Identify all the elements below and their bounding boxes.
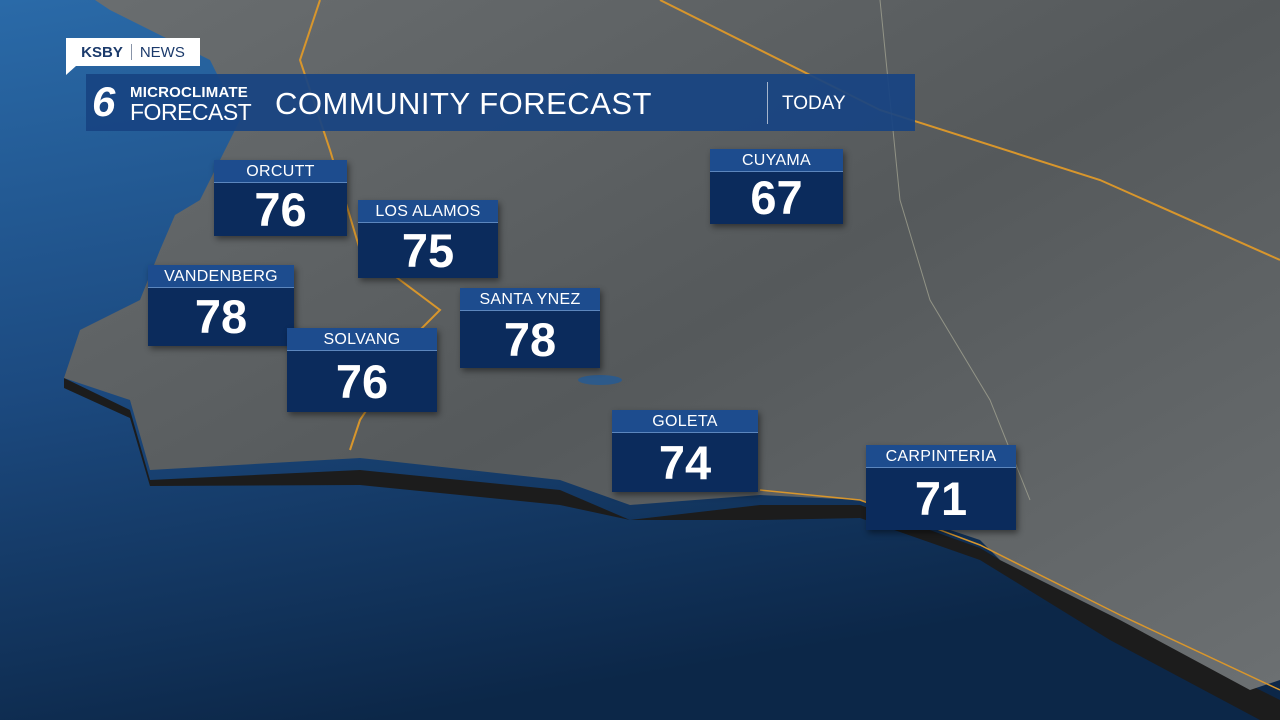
city-name: CUYAMA (710, 149, 843, 172)
city-name: SOLVANG (287, 328, 437, 351)
city-temp: 76 (287, 351, 437, 412)
station-name: KSBY (81, 43, 123, 61)
city-temp: 75 (358, 223, 498, 278)
network-name: NEWS (139, 43, 185, 61)
city-goleta: GOLETA 74 (612, 410, 758, 492)
city-temp: 76 (214, 183, 347, 236)
city-santa-ynez: SANTA YNEZ 78 (460, 288, 600, 368)
page-title: COMMUNITY FORECAST (275, 86, 652, 121)
city-carpinteria: CARPINTERIA 71 (866, 445, 1016, 530)
lake-cachuma (578, 375, 622, 385)
brand-divider (130, 44, 132, 60)
logo-line2: FORECAST (130, 99, 252, 125)
forecast-banner: 6 MICROCLIMATE FORECAST COMMUNITY FORECA… (86, 74, 915, 131)
city-temp: 71 (866, 468, 1016, 530)
city-cuyama: CUYAMA 67 (710, 149, 843, 224)
city-name: VANDENBERG (148, 265, 294, 288)
city-name: GOLETA (612, 410, 758, 433)
city-vandenberg: VANDENBERG 78 (148, 265, 294, 346)
city-name: SANTA YNEZ (460, 288, 600, 311)
logo-line1: MICROCLIMATE (130, 84, 248, 101)
channel-6-logo-icon: 6 (92, 78, 116, 125)
county-line (879, 0, 1031, 501)
station-brand: KSBY NEWS (66, 38, 200, 75)
city-name: LOS ALAMOS (358, 200, 498, 223)
highway-coast (759, 489, 1280, 691)
city-solvang: SOLVANG 76 (287, 328, 437, 412)
microclimate-logo: 6 MICROCLIMATE FORECAST (92, 80, 252, 126)
city-orcutt: ORCUTT 76 (214, 160, 347, 236)
city-temp: 74 (612, 433, 758, 492)
city-los-alamos: LOS ALAMOS 75 (358, 200, 498, 278)
highway-166 (659, 0, 1280, 261)
banner-divider (767, 82, 768, 124)
city-name: ORCUTT (214, 160, 347, 183)
city-temp: 78 (460, 311, 600, 368)
city-temp: 67 (710, 172, 843, 224)
city-temp: 78 (148, 288, 294, 346)
forecast-period: TODAY (782, 93, 846, 114)
city-name: CARPINTERIA (866, 445, 1016, 468)
